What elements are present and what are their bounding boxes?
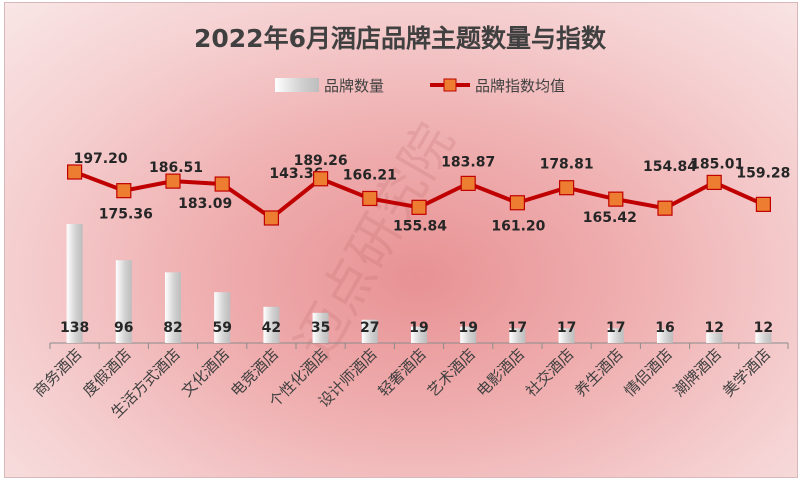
index-marker <box>558 180 575 196</box>
bar-设计师酒店 <box>361 319 378 343</box>
legend-label-count: 品牌数量 <box>324 77 384 95</box>
category-label: 文化酒店 <box>178 345 233 400</box>
bar-label: 17 <box>508 320 527 336</box>
bar-个性化酒店 <box>312 312 329 343</box>
legend-marker-swatch <box>443 78 457 92</box>
category-label: 情侣酒店 <box>621 345 676 400</box>
bar-label: 19 <box>458 320 477 336</box>
index-marker <box>263 210 279 226</box>
index-marker <box>755 196 772 212</box>
bar-label: 12 <box>754 320 773 336</box>
bar-度假酒店 <box>115 260 132 343</box>
index-marker <box>608 191 624 207</box>
bar-label: 27 <box>360 320 379 336</box>
bar-label: 17 <box>606 320 625 336</box>
bar-label: 59 <box>212 320 231 336</box>
bar-电影酒店 <box>509 328 526 343</box>
category-label: 社交酒店 <box>522 345 577 400</box>
index-marker <box>313 171 329 187</box>
index-marker <box>66 164 83 180</box>
index-marker <box>362 190 378 207</box>
index-label: 175.36 <box>99 207 153 223</box>
bar-label: 96 <box>114 320 133 336</box>
bar-label: 138 <box>60 320 89 336</box>
bar-艺术酒店 <box>460 326 477 343</box>
index-marker <box>657 200 673 216</box>
bar-电竞酒店 <box>263 306 280 343</box>
bar-label: 42 <box>262 320 281 336</box>
bar-label: 12 <box>704 320 723 336</box>
index-label: 197.20 <box>74 151 128 167</box>
bar-label: 17 <box>557 320 576 336</box>
index-label: 186.51 <box>149 160 203 176</box>
category-label: 美学酒店 <box>719 345 774 400</box>
bar-情侣酒店 <box>657 329 673 343</box>
index-label: 178.81 <box>540 157 594 173</box>
bar-商务酒店 <box>66 224 83 343</box>
index-marker <box>509 195 525 211</box>
bar-label: 16 <box>655 320 674 336</box>
index-marker <box>116 183 132 199</box>
index-label: 154.84 <box>643 159 697 175</box>
index-label: 183.09 <box>178 196 232 212</box>
index-label: 155.84 <box>393 218 447 234</box>
legend-bar-swatch <box>275 78 319 92</box>
index-label: 185.01 <box>690 156 744 172</box>
bar-label: 82 <box>163 320 182 336</box>
chart-title: 2022年6月酒店品牌主题数量与指数 <box>194 24 607 53</box>
index-marker <box>460 175 476 191</box>
bar-label: 19 <box>409 320 428 336</box>
bar-潮牌酒店 <box>706 332 723 343</box>
index-label: 166.21 <box>343 167 397 183</box>
index-label: 143.36 <box>269 166 323 182</box>
index-label: 159.28 <box>736 165 790 181</box>
bar-养生酒店 <box>607 328 624 343</box>
index-label: 165.42 <box>583 210 637 226</box>
bar-生活方式酒店 <box>165 272 181 343</box>
bar-文化酒店 <box>214 292 231 343</box>
category-label: 潮牌酒店 <box>670 345 725 400</box>
index-marker <box>214 176 230 192</box>
chart-background <box>4 2 798 478</box>
bar-轻奢酒店 <box>411 326 427 343</box>
index-label: 189.26 <box>294 153 348 169</box>
index-label: 183.87 <box>441 154 495 170</box>
bar-美学酒店 <box>755 332 772 343</box>
legend-label-index: 品牌指数均值 <box>475 77 565 95</box>
index-label: 161.20 <box>491 219 545 235</box>
bar-社交酒店 <box>558 328 575 343</box>
category-label: 电影酒店 <box>473 345 528 400</box>
bar-label: 35 <box>311 320 330 336</box>
index-marker <box>706 174 722 191</box>
category-label: 艺术酒店 <box>424 345 479 400</box>
category-label: 轻奢酒店 <box>375 345 430 400</box>
category-label: 商务酒店 <box>30 345 85 400</box>
category-label: 养生酒店 <box>571 345 626 400</box>
index-marker <box>165 173 181 189</box>
index-marker <box>411 199 427 215</box>
